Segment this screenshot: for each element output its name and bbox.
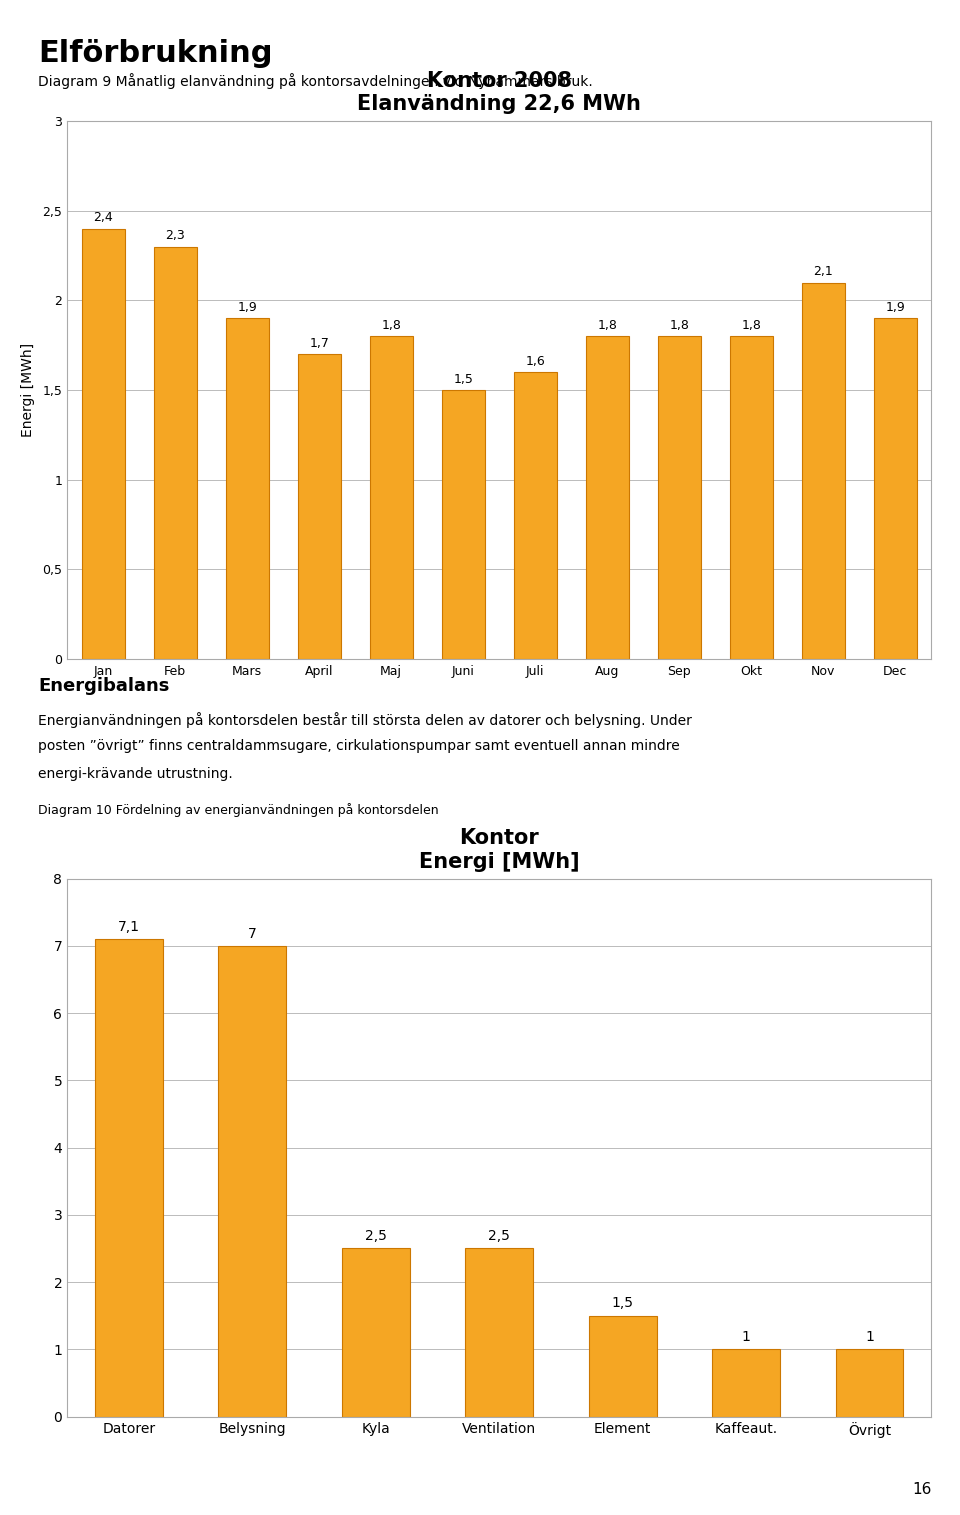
Text: 1,9: 1,9 [885, 301, 905, 314]
Bar [588, 1315, 657, 1417]
Text: 1,8: 1,8 [741, 318, 761, 332]
Text: 7,1: 7,1 [118, 920, 140, 933]
Text: Diagram 9 Månatlig elanvändning på kontorsavdelningen vid Nyhammars bruk.: Diagram 9 Månatlig elanvändning på konto… [38, 73, 593, 89]
Y-axis label: Energi [MWh]: Energi [MWh] [21, 342, 36, 438]
Bar [712, 1350, 780, 1417]
Text: Energianvändningen på kontorsdelen består till största delen av datorer och bely: Energianvändningen på kontorsdelen bestå… [38, 712, 692, 729]
Bar [95, 939, 163, 1417]
Bar [835, 1350, 903, 1417]
Text: 2,1: 2,1 [813, 265, 833, 279]
Text: 1,7: 1,7 [309, 336, 329, 350]
Bar [874, 318, 917, 659]
Bar [730, 336, 773, 659]
Bar [370, 336, 413, 659]
Bar [442, 391, 485, 659]
Bar [802, 283, 845, 659]
Text: Elförbrukning: Elförbrukning [38, 39, 273, 68]
Bar [226, 318, 269, 659]
Text: Energibalans: Energibalans [38, 677, 170, 695]
Bar [218, 945, 286, 1417]
Text: 1,8: 1,8 [597, 318, 617, 332]
Text: Diagram 10 Fördelning av energianvändningen på kontorsdelen: Diagram 10 Fördelning av energianvändnin… [38, 803, 439, 817]
Text: 16: 16 [912, 1482, 931, 1497]
Text: energi­krävande utrustning.: energi­krävande utrustning. [38, 767, 233, 780]
Text: 1,8: 1,8 [669, 318, 689, 332]
Text: 1: 1 [865, 1330, 874, 1344]
Text: 2,5: 2,5 [489, 1229, 510, 1244]
Text: 7: 7 [248, 927, 256, 941]
Text: 1,8: 1,8 [381, 318, 401, 332]
Bar [466, 1248, 533, 1417]
Bar [586, 336, 629, 659]
Text: 1: 1 [742, 1330, 751, 1344]
Text: 1,5: 1,5 [453, 373, 473, 386]
Bar [154, 247, 197, 659]
Text: posten ”övrigt” finns centraldammsugare, cirkulationspumpar samt eventuell annan: posten ”övrigt” finns centraldammsugare,… [38, 739, 680, 753]
Bar [82, 229, 125, 659]
Text: 1,6: 1,6 [525, 355, 545, 368]
Text: 2,5: 2,5 [365, 1229, 387, 1244]
Text: 2,3: 2,3 [165, 229, 185, 242]
Text: 1,5: 1,5 [612, 1297, 634, 1310]
Bar [298, 355, 341, 659]
Title: Kontor
Energi [MWh]: Kontor Energi [MWh] [419, 829, 580, 871]
Bar [514, 373, 557, 659]
Title: Kontor 2008
Elanvändning 22,6 MWh: Kontor 2008 Elanvändning 22,6 MWh [357, 71, 641, 114]
Bar [342, 1248, 410, 1417]
Text: 2,4: 2,4 [93, 211, 113, 224]
Bar [658, 336, 701, 659]
Text: 1,9: 1,9 [237, 301, 257, 314]
